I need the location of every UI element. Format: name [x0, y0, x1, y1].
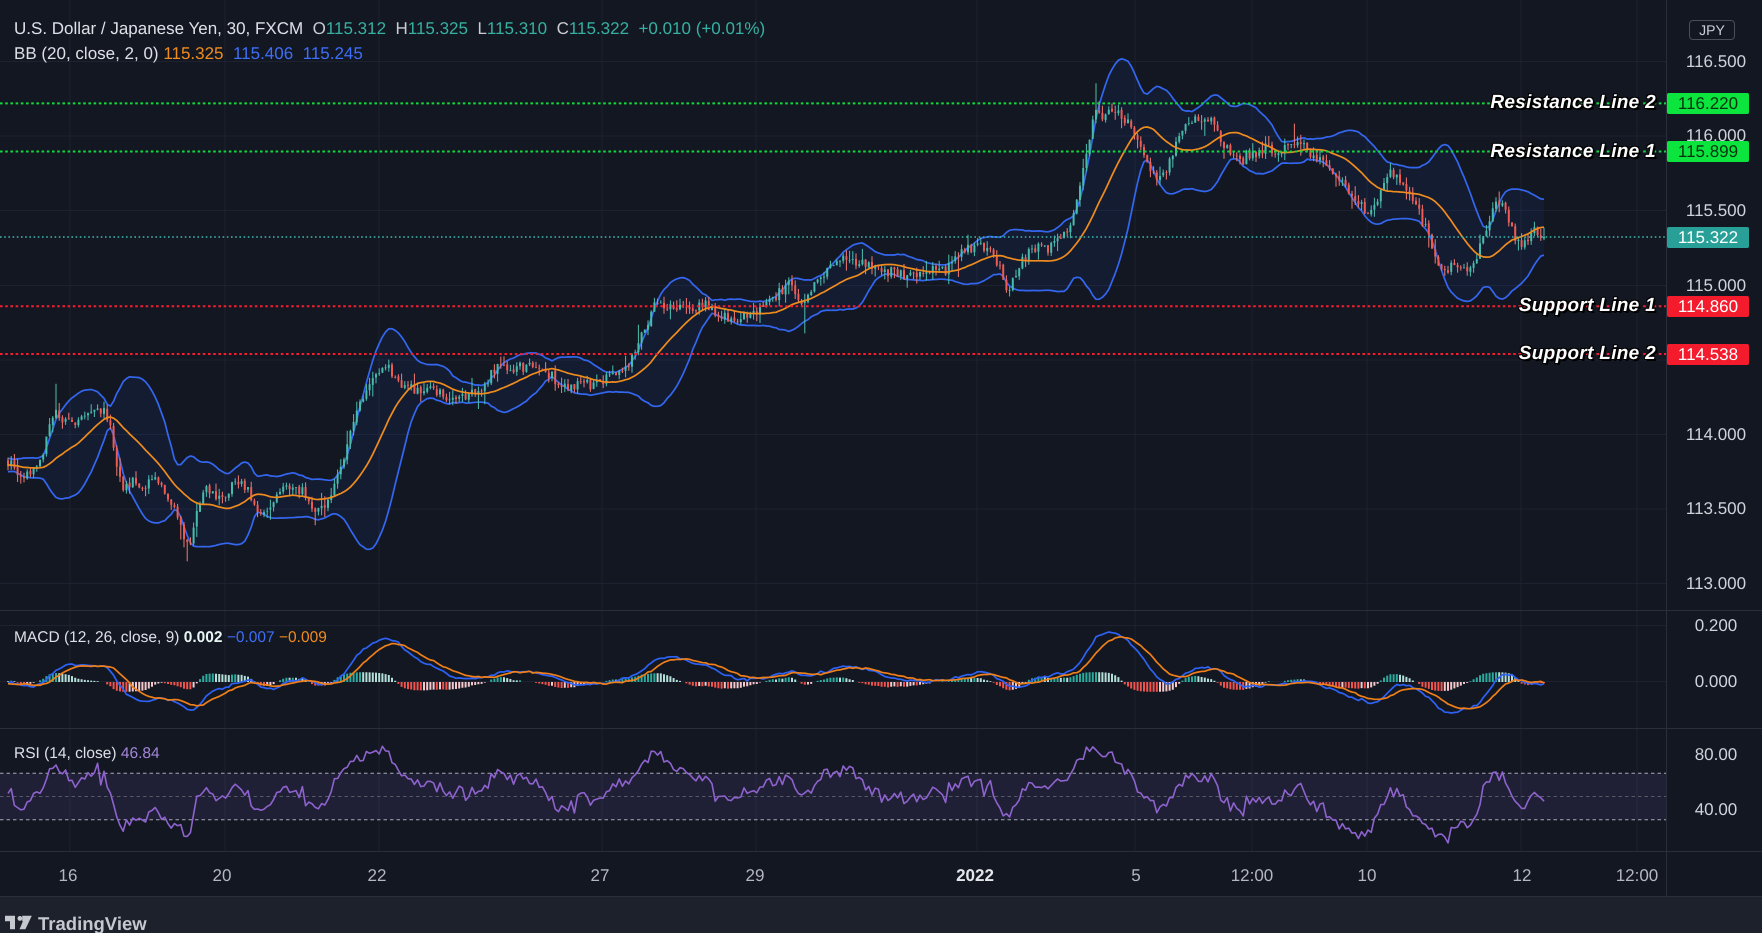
svg-text:TradingView: TradingView [38, 915, 147, 933]
